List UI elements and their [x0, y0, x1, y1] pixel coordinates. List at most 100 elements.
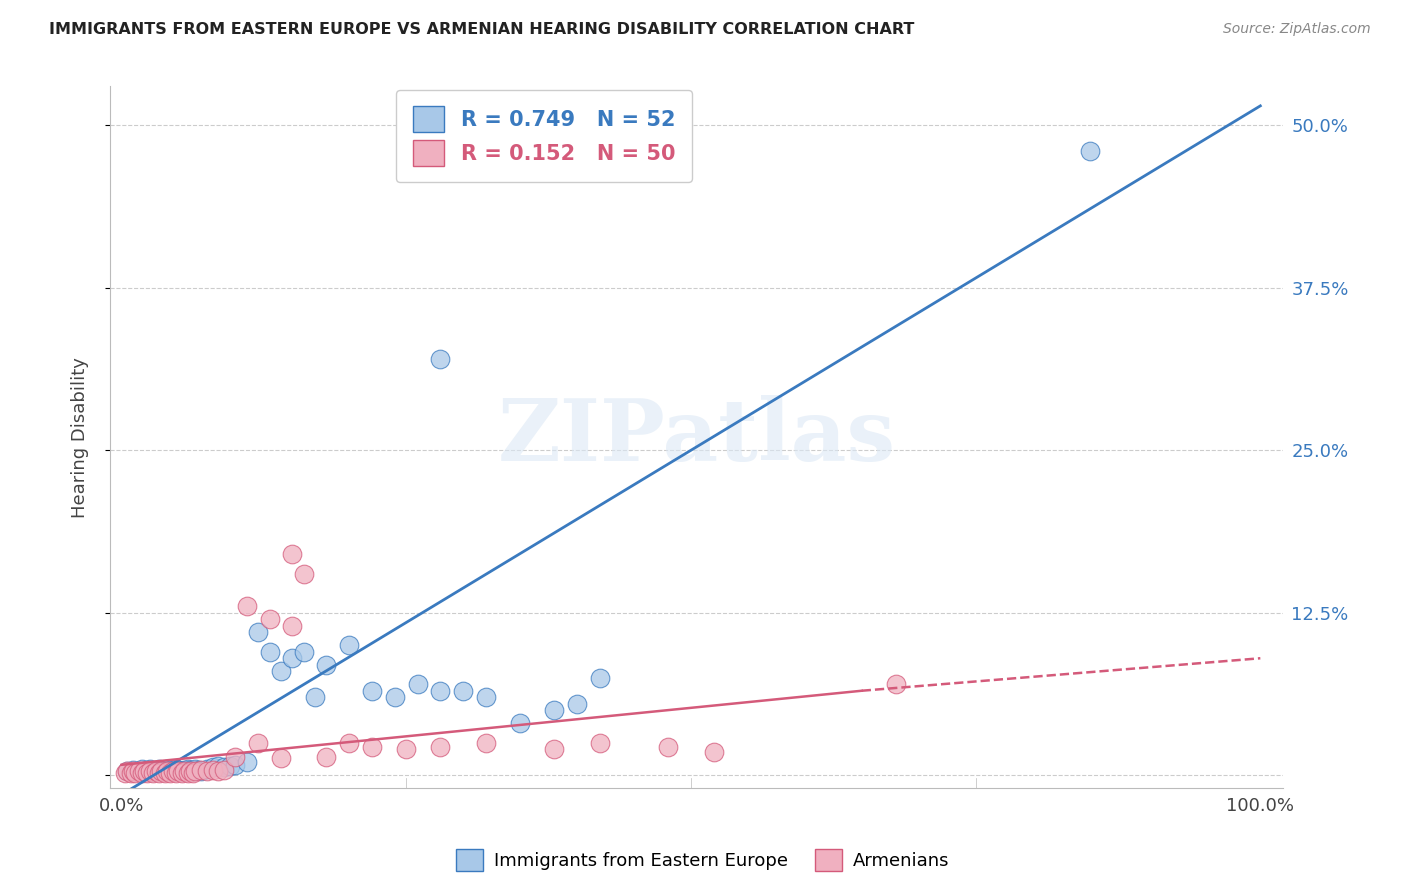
- Point: [173, 763, 195, 777]
- Legend: Immigrants from Eastern Europe, Armenians: Immigrants from Eastern Europe, Armenian…: [449, 842, 957, 879]
- Point: [281, 547, 304, 561]
- Point: [543, 742, 565, 756]
- Point: [509, 716, 531, 731]
- Point: [395, 742, 418, 756]
- Point: [270, 665, 292, 679]
- Point: [165, 762, 187, 776]
- Y-axis label: Hearing Disability: Hearing Disability: [72, 357, 89, 517]
- Point: [589, 736, 612, 750]
- Point: [176, 765, 198, 780]
- Point: [259, 612, 281, 626]
- Point: [543, 703, 565, 717]
- Point: [153, 765, 176, 780]
- Point: [703, 745, 725, 759]
- Point: [292, 645, 315, 659]
- Point: [134, 764, 156, 779]
- Point: [184, 764, 207, 779]
- Point: [115, 764, 138, 779]
- Point: [475, 736, 498, 750]
- Point: [128, 764, 150, 779]
- Point: [315, 750, 337, 764]
- Point: [184, 762, 207, 776]
- Point: [156, 764, 179, 779]
- Point: [207, 759, 229, 773]
- Point: [429, 352, 451, 367]
- Text: IMMIGRANTS FROM EASTERN EUROPE VS ARMENIAN HEARING DISABILITY CORRELATION CHART: IMMIGRANTS FROM EASTERN EUROPE VS ARMENI…: [49, 22, 914, 37]
- Point: [201, 763, 224, 777]
- Point: [247, 625, 270, 640]
- Point: [337, 736, 360, 750]
- Point: [142, 764, 165, 779]
- Point: [150, 764, 173, 779]
- Point: [131, 762, 153, 776]
- Point: [429, 739, 451, 754]
- Point: [235, 599, 257, 614]
- Point: [384, 690, 406, 705]
- Point: [128, 764, 150, 779]
- Point: [475, 690, 498, 705]
- Point: [139, 764, 162, 779]
- Point: [224, 757, 246, 772]
- Point: [148, 762, 170, 776]
- Point: [565, 697, 588, 711]
- Point: [218, 759, 240, 773]
- Point: [589, 671, 612, 685]
- Point: [139, 762, 162, 776]
- Point: [142, 765, 165, 780]
- Point: [451, 683, 474, 698]
- Point: [173, 764, 195, 779]
- Point: [135, 765, 157, 780]
- Point: [135, 763, 157, 777]
- Point: [148, 765, 170, 780]
- Point: [165, 765, 187, 780]
- Point: [195, 764, 218, 779]
- Point: [170, 764, 193, 779]
- Point: [167, 764, 190, 779]
- Point: [159, 765, 181, 780]
- Point: [190, 764, 212, 779]
- Point: [190, 763, 212, 777]
- Point: [176, 762, 198, 776]
- Point: [361, 739, 384, 754]
- Point: [259, 645, 281, 659]
- Point: [162, 764, 184, 779]
- Point: [145, 763, 167, 777]
- Point: [131, 765, 153, 780]
- Point: [406, 677, 429, 691]
- Point: [179, 764, 201, 779]
- Point: [657, 739, 679, 754]
- Point: [212, 763, 235, 777]
- Point: [292, 566, 315, 581]
- Point: [145, 764, 167, 779]
- Point: [207, 764, 229, 779]
- Point: [212, 760, 235, 774]
- Point: [235, 756, 257, 770]
- Point: [201, 760, 224, 774]
- Point: [114, 765, 136, 780]
- Text: Source: ZipAtlas.com: Source: ZipAtlas.com: [1223, 22, 1371, 37]
- Point: [281, 619, 304, 633]
- Point: [121, 764, 143, 779]
- Point: [1078, 145, 1101, 159]
- Point: [162, 764, 184, 779]
- Point: [187, 763, 209, 777]
- Point: [150, 763, 173, 777]
- Point: [124, 765, 146, 780]
- Point: [304, 690, 326, 705]
- Point: [179, 763, 201, 777]
- Point: [121, 763, 143, 777]
- Point: [134, 764, 156, 779]
- Point: [429, 683, 451, 698]
- Point: [361, 683, 384, 698]
- Point: [247, 736, 270, 750]
- Point: [159, 763, 181, 777]
- Point: [281, 651, 304, 665]
- Point: [315, 657, 337, 672]
- Point: [224, 750, 246, 764]
- Point: [170, 765, 193, 780]
- Point: [884, 677, 907, 691]
- Text: ZIPatlas: ZIPatlas: [498, 395, 896, 479]
- Point: [156, 762, 179, 776]
- Point: [195, 762, 218, 776]
- Point: [120, 765, 142, 780]
